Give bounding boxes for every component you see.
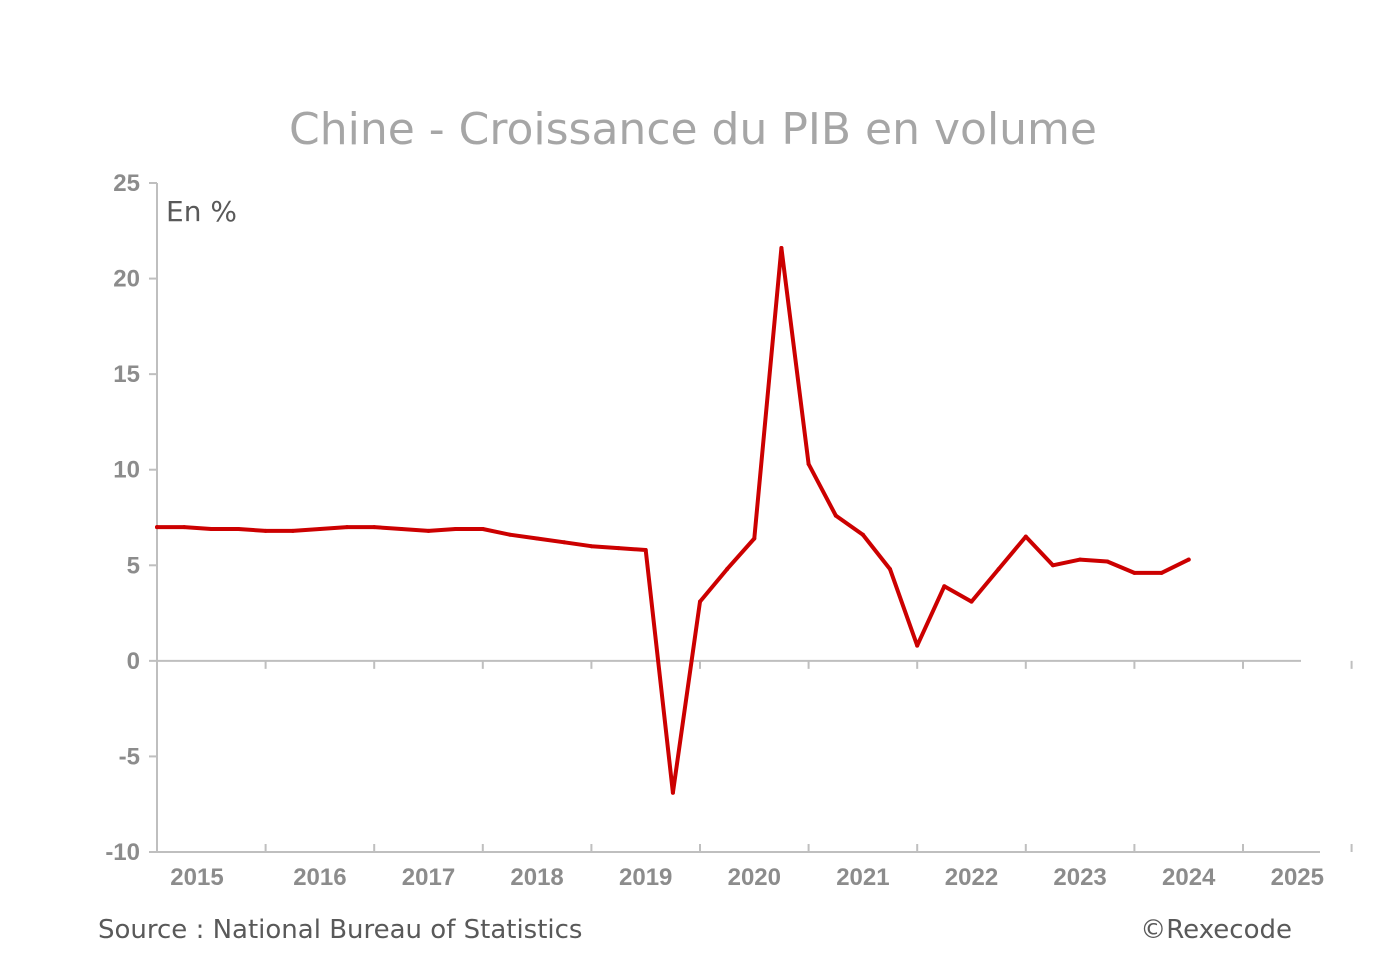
y-tick-label: 15 [113, 361, 140, 388]
x-tick-label: 2021 [836, 864, 889, 891]
data-point [942, 584, 947, 589]
data-point [372, 525, 377, 530]
x-tick-label: 2020 [728, 864, 781, 891]
data-point [209, 527, 214, 531]
data-point [1078, 557, 1083, 562]
data-point [833, 513, 838, 518]
data-point [1186, 557, 1191, 562]
data-point [480, 527, 485, 531]
data-point [888, 567, 892, 572]
series-line [155, 246, 1191, 795]
y-tick-label: -10 [105, 839, 140, 866]
data-point [399, 527, 404, 531]
x-axis-ticks [156, 660, 1353, 852]
y-tick-label: 10 [113, 457, 140, 484]
y-tick-label: 20 [113, 266, 140, 293]
data-point [507, 532, 512, 537]
data-point [752, 536, 757, 541]
data-point [996, 567, 1001, 572]
y-tick-label: -5 [119, 743, 140, 770]
data-point [155, 525, 159, 530]
x-axis-tick-labels: 2015 2016 2017 2018 2019 2020 2021 2022 2023 2024… [170, 864, 1324, 891]
data-point [562, 540, 567, 545]
data-point [725, 567, 730, 572]
data-point [779, 246, 784, 250]
data-point [589, 544, 594, 549]
y-tick-label: 5 [127, 552, 140, 579]
x-tick-label: 2015 [170, 864, 223, 891]
x-tick-label: 2019 [619, 864, 672, 891]
data-point [263, 528, 268, 533]
chart-title: Chine - Croissance du PIB en volume [289, 104, 1097, 155]
unit-label: En % [166, 195, 237, 228]
y-axis-tick-labels: 25 20 15 10 5 0 -5 -10 [105, 170, 140, 866]
data-point [290, 528, 295, 533]
data-point [453, 527, 458, 531]
series-group [155, 246, 1191, 795]
data-point [1050, 563, 1055, 568]
data-point [236, 527, 241, 531]
copyright-note: ©Rexecode [1140, 915, 1292, 945]
source-note: Source : National Bureau of Statistics [98, 915, 582, 945]
data-point [915, 643, 920, 648]
data-point [535, 536, 540, 541]
data-point [1159, 570, 1164, 575]
data-point [345, 525, 349, 530]
x-tick-label: 2024 [1162, 864, 1216, 891]
data-point [317, 527, 322, 531]
data-point [1132, 570, 1137, 575]
y-tick-label: 0 [127, 648, 140, 675]
y-axis-ticks [149, 182, 157, 853]
data-point [1023, 534, 1028, 539]
data-point [643, 548, 648, 552]
data-point [698, 599, 702, 604]
data-point [616, 546, 621, 551]
data-point [670, 790, 675, 795]
y-tick-label: 25 [113, 170, 140, 197]
data-point [1105, 559, 1110, 564]
x-tick-label: 2016 [293, 864, 346, 891]
x-tick-label: 2025 [1271, 864, 1324, 891]
x-tick-label: 2017 [402, 864, 455, 891]
data-point [426, 528, 431, 533]
x-tick-label: 2022 [945, 864, 998, 891]
data-point [806, 462, 811, 466]
data-point [969, 599, 974, 604]
x-tick-label: 2018 [510, 864, 563, 891]
x-tick-label: 2023 [1053, 864, 1106, 891]
data-point [182, 525, 187, 530]
data-point [860, 532, 865, 537]
